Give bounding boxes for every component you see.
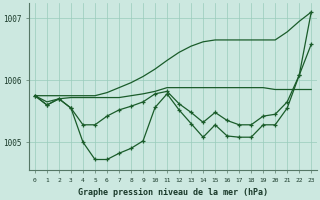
X-axis label: Graphe pression niveau de la mer (hPa): Graphe pression niveau de la mer (hPa) bbox=[78, 188, 268, 197]
